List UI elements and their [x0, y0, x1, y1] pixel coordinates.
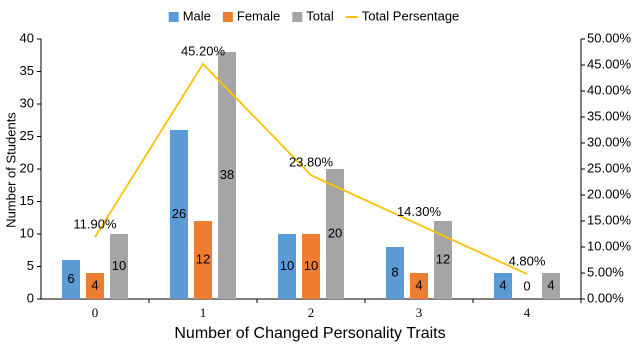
- x-tick-label: 2: [308, 305, 315, 320]
- bar-value-label: 6: [67, 271, 74, 286]
- bar-value-label: 12: [196, 251, 210, 266]
- bar: [194, 221, 212, 299]
- y-tick-label: 20: [20, 160, 34, 175]
- bar: [542, 273, 560, 299]
- y2-tick-label: 5.00%: [587, 264, 624, 279]
- y2-tick-label: 15.00%: [587, 212, 632, 227]
- y2-tick-label: 10.00%: [587, 238, 632, 253]
- x-tick-label: 4: [524, 305, 531, 320]
- x-tick-label: 1: [200, 305, 207, 320]
- bar: [494, 273, 512, 299]
- x-axis-title: Number of Changed Personality Traits: [174, 325, 445, 342]
- bar-value-label: 12: [436, 251, 450, 266]
- bar: [218, 52, 236, 299]
- bar-value-label: 4: [415, 277, 422, 292]
- legend-label: Total Persentage: [362, 8, 460, 23]
- bar-value-label: 38: [220, 167, 234, 182]
- y2-tick-label: 20.00%: [587, 186, 632, 201]
- bar: [86, 273, 104, 299]
- x-tick-label: 0: [92, 305, 99, 320]
- y2-tick-label: 40.00%: [587, 82, 632, 97]
- y2-tick-label: 50.00%: [587, 30, 632, 45]
- x-tick-label: 3: [416, 305, 423, 320]
- bar: [302, 234, 320, 299]
- bar-value-label: 10: [304, 258, 318, 273]
- bar-value-label: 8: [391, 264, 398, 279]
- legend-marker: [292, 12, 303, 22]
- bar-value-label: 4: [499, 277, 506, 292]
- legend-label: Male: [183, 8, 211, 23]
- y-tick-label: 25: [20, 128, 34, 143]
- bar: [62, 260, 80, 299]
- y-tick-label: 0: [27, 290, 34, 305]
- line-value-label: 45.20%: [181, 43, 226, 58]
- legend-marker: [222, 12, 233, 22]
- y2-tick-label: 25.00%: [587, 160, 632, 175]
- y-tick-label: 15: [20, 193, 34, 208]
- bar-value-label: 20: [328, 225, 342, 240]
- line-value-label: 11.90%: [73, 217, 117, 232]
- bar: [410, 273, 428, 299]
- y-tick-label: 10: [20, 225, 34, 240]
- bar: [434, 221, 452, 299]
- bar: [278, 234, 296, 299]
- y2-tick-label: 35.00%: [587, 108, 632, 123]
- y-axis-title: Number of Students: [3, 112, 18, 228]
- bar: [386, 247, 404, 299]
- bar: [326, 169, 344, 299]
- bar: [170, 130, 188, 299]
- bar-value-label: 26: [172, 206, 186, 221]
- bar-value-label: 10: [280, 258, 294, 273]
- y-tick-label: 40: [20, 30, 34, 45]
- line: [94, 62, 528, 275]
- line-value-label: 23.80%: [289, 155, 334, 170]
- y2-tick-label: 45.00%: [587, 56, 632, 71]
- y-tick-label: 35: [20, 63, 34, 78]
- bar-value-label: 0: [523, 278, 530, 293]
- legend-marker: [168, 12, 179, 22]
- y2-tick-label: 30.00%: [587, 134, 632, 149]
- legend-label: Female: [237, 8, 280, 23]
- y2-tick-label: 0.00%: [587, 290, 624, 305]
- bar-value-label: 4: [91, 277, 98, 292]
- y-tick-label: 5: [27, 258, 34, 273]
- legend-label: Total: [306, 8, 334, 23]
- bar-value-label: 10: [112, 258, 126, 273]
- bar: [110, 234, 128, 299]
- line-value-label: 4.80%: [509, 253, 546, 268]
- bar-value-label: 4: [547, 277, 554, 292]
- line-value-label: 14.30%: [397, 204, 442, 219]
- y-tick-label: 30: [20, 95, 34, 110]
